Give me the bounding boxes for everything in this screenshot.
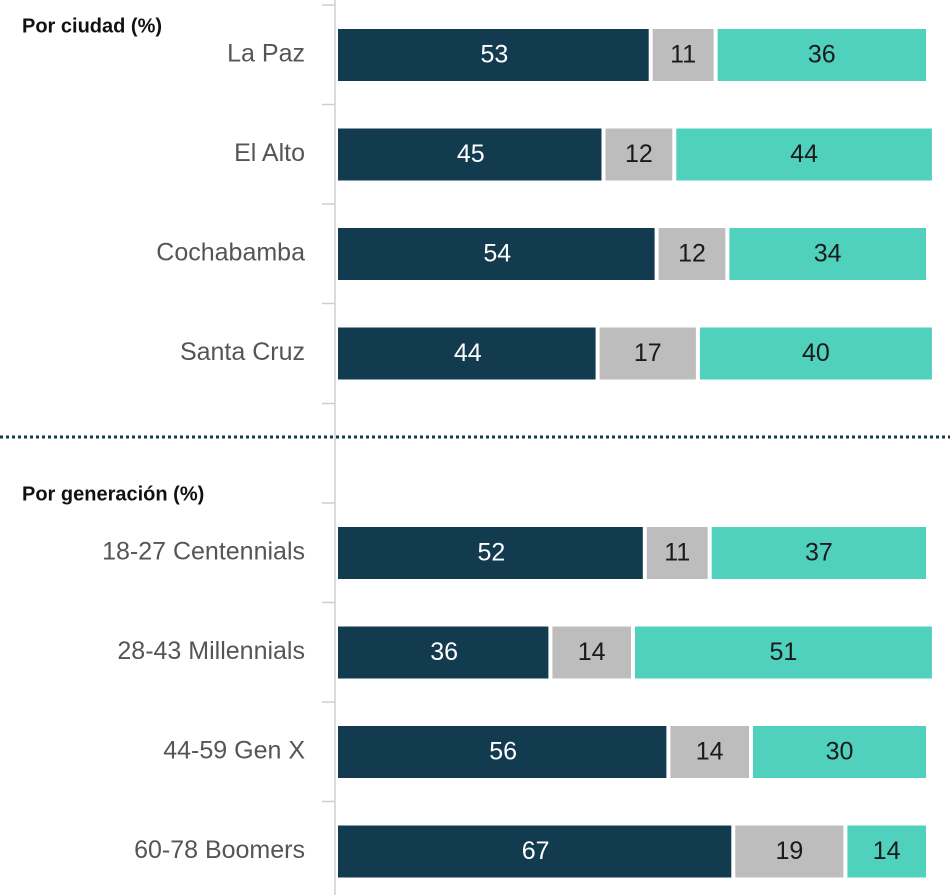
bar-segment (847, 825, 926, 878)
value-label: 52 (477, 539, 505, 567)
value-label: 51 (770, 638, 798, 666)
value-label: 14 (873, 837, 901, 865)
bar-segment (338, 726, 667, 778)
value-label: 34 (814, 240, 842, 268)
bar-segment (552, 626, 631, 679)
bar-segment (658, 228, 726, 280)
bar-segment (338, 128, 602, 181)
bar-segment (699, 327, 932, 380)
value-label: 36 (808, 41, 836, 69)
category-label: El Alto (234, 139, 305, 167)
value-label: 14 (696, 738, 724, 766)
bar-segment (717, 29, 926, 81)
bar-segment (652, 29, 714, 81)
bar-segment (605, 128, 673, 181)
value-label: 44 (790, 140, 818, 168)
bar-segment (646, 527, 708, 579)
value-label: 40 (802, 339, 830, 367)
value-label: 17 (634, 339, 662, 367)
bar-segment (338, 327, 596, 380)
category-label: 60-78 Boomers (134, 836, 305, 864)
bar-segment (338, 29, 649, 81)
category-label: Santa Cruz (180, 338, 305, 366)
value-label: 12 (625, 140, 653, 168)
value-label: 67 (522, 837, 550, 865)
value-label: 45 (457, 140, 485, 168)
bar-segment (338, 228, 655, 280)
bar-segment (753, 726, 926, 778)
value-label: 12 (678, 240, 706, 268)
category-label: La Paz (227, 40, 305, 68)
value-label: 53 (480, 41, 508, 69)
bar-segment (711, 527, 926, 579)
value-label: 19 (775, 837, 803, 865)
category-label: 44-59 Gen X (163, 737, 305, 765)
value-label: 30 (826, 738, 854, 766)
value-label: 44 (454, 339, 482, 367)
value-label: 11 (670, 41, 696, 69)
bar-segment (338, 825, 732, 878)
value-label: 36 (430, 638, 458, 666)
section-title: Por ciudad (%) (22, 15, 162, 37)
category-label: 28-43 Millennials (117, 637, 305, 665)
category-label: 18-27 Centennials (102, 538, 305, 566)
value-label: 56 (489, 738, 517, 766)
section-title: Por generación (%) (22, 483, 204, 505)
bar-segment (599, 327, 696, 380)
bar-segment (635, 626, 932, 679)
bar-segment (735, 825, 844, 878)
category-label: Cochabamba (156, 239, 305, 267)
value-label: 11 (664, 539, 690, 567)
bar-segment (338, 626, 549, 679)
value-label: 14 (578, 638, 606, 666)
value-label: 37 (805, 539, 833, 567)
bar-segment (338, 527, 643, 579)
bar-segment (670, 726, 749, 778)
bar-segment (729, 228, 926, 280)
bar-segment (676, 128, 932, 181)
value-label: 54 (483, 240, 511, 268)
